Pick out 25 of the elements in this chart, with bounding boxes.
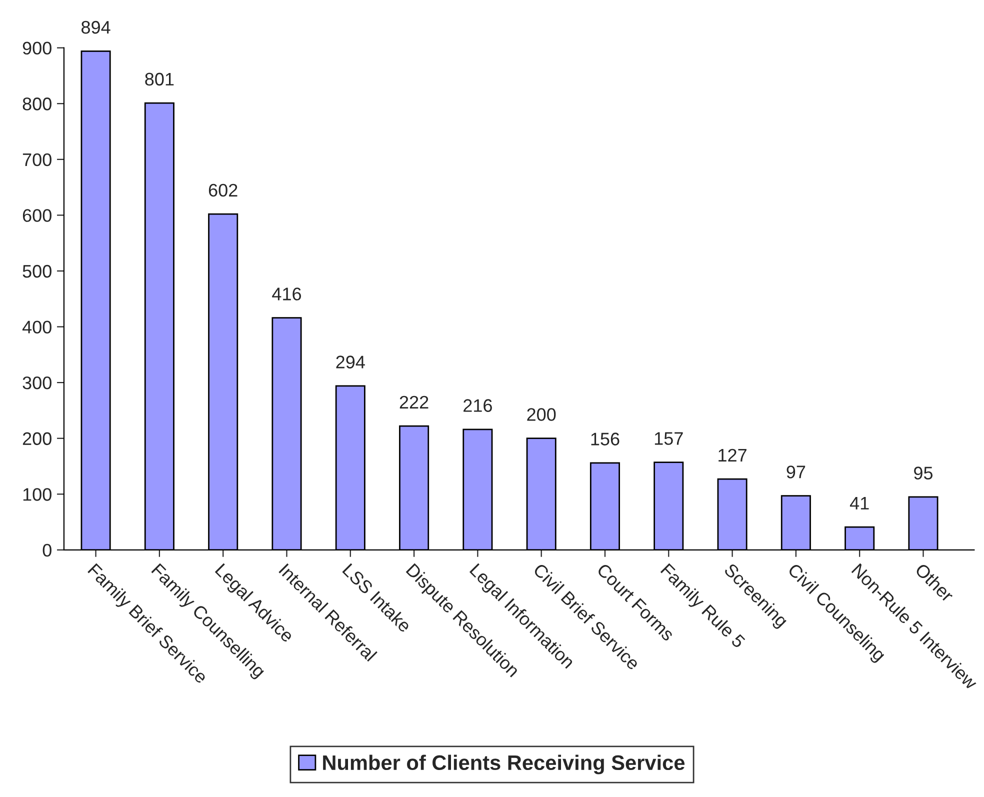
legend-label: Number of Clients Receiving Service [323,754,685,774]
y-tick-label: 100 [23,488,52,501]
data-label: 216 [464,399,492,412]
y-tick-label: 300 [22,376,52,390]
data-label: 602 [208,184,238,197]
y-tick-label: 600 [22,209,52,222]
data-label: 157 [654,432,683,445]
y-tick-label: 800 [22,98,52,110]
y-tick-label: 200 [22,432,52,446]
y-tick-label: 400 [22,320,52,334]
data-label: 127 [718,448,746,462]
data-label: 41 [850,497,869,510]
data-label: 97 [786,466,806,478]
data-label: 416 [272,288,302,300]
y-tick-label: 900 [22,42,52,55]
y-tick-label: 700 [22,153,52,166]
data-label: 95 [914,466,933,480]
data-label: 200 [527,408,556,421]
data-label: 894 [82,20,110,34]
y-tick-label: 0 [42,544,52,557]
data-label: 222 [400,396,428,408]
y-tick-label: 500 [22,264,52,278]
data-label: 156 [591,432,620,446]
data-label: 801 [145,72,174,86]
data-label: 294 [336,356,365,368]
